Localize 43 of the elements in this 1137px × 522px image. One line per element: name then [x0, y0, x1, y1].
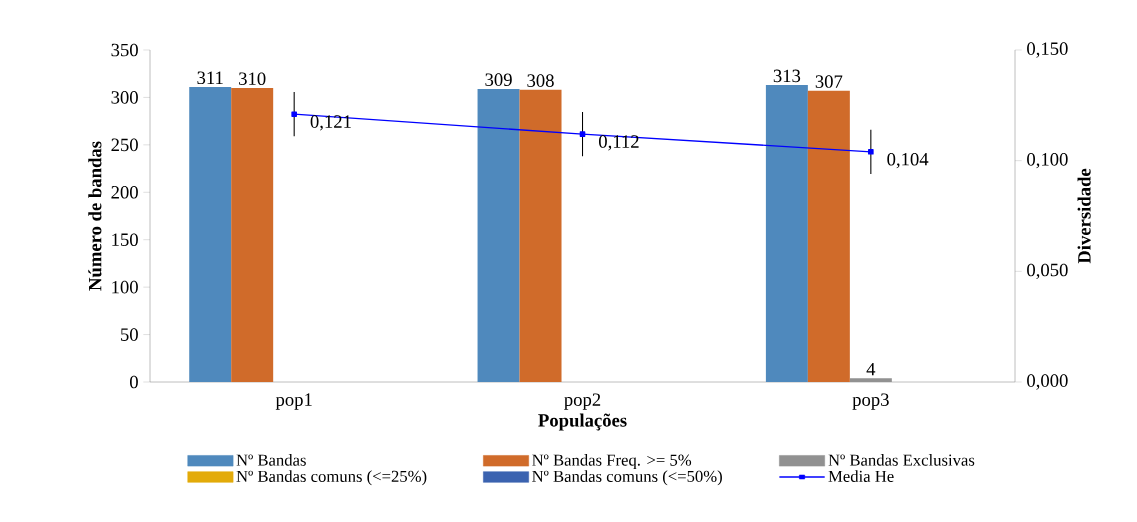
data-label: 309	[485, 73, 512, 86]
data-label: 313	[773, 69, 801, 83]
data-label: 0,121	[310, 115, 351, 131]
y-tick-label: 100	[112, 280, 138, 294]
data-label: 311	[197, 71, 223, 85]
y-tick-label: 200	[111, 185, 138, 199]
legend-label: Nº Bandas comuns (<=50%)	[532, 470, 722, 486]
y-tick-label: 0	[130, 375, 138, 389]
data-label: 308	[527, 74, 554, 87]
y-axis-title: Número de bandas	[88, 141, 102, 291]
y-tick-label: 250	[111, 138, 138, 152]
x-tick-label: pop3	[852, 393, 889, 410]
legend-label: Media He	[828, 470, 894, 482]
legend-label: Nº Bandas Freq. >= 5%	[532, 454, 692, 470]
y2-axis-title: Diversidade	[1077, 168, 1091, 264]
point	[579, 131, 586, 137]
data-label: 4	[866, 362, 876, 376]
bar	[231, 87, 274, 382]
y2-tick-label: 0,000	[1027, 374, 1068, 390]
y2-tick-label: 0,100	[1027, 153, 1068, 169]
data-label: 0,104	[887, 152, 929, 169]
y-tick-label: 150	[112, 233, 138, 247]
bar	[189, 87, 232, 382]
bar	[807, 90, 850, 382]
y2-tick-label: 0,050	[1027, 263, 1068, 279]
y-tick-label: 300	[111, 91, 138, 104]
legend-label: Nº Bandas comuns (<=25%)	[236, 470, 427, 486]
legend-label: Nº Bandas	[236, 454, 306, 466]
legend-label: Nº Bandas Exclusivas	[828, 454, 975, 466]
bar	[519, 89, 562, 382]
point	[291, 111, 297, 117]
x-tick-label: pop2	[564, 393, 601, 410]
point	[868, 149, 874, 155]
y-tick-label: 50	[121, 328, 138, 341]
x-tick-label: pop1	[275, 393, 312, 410]
x-axis-title: Populações	[538, 413, 627, 431]
data-label: 310	[239, 72, 266, 86]
data-label: 307	[815, 75, 843, 88]
bar	[765, 85, 808, 382]
bar	[477, 88, 520, 382]
y2-tick-label: 0,150	[1027, 42, 1068, 58]
data-label: 0,112	[599, 135, 639, 151]
y-tick-label: 350	[111, 43, 138, 57]
